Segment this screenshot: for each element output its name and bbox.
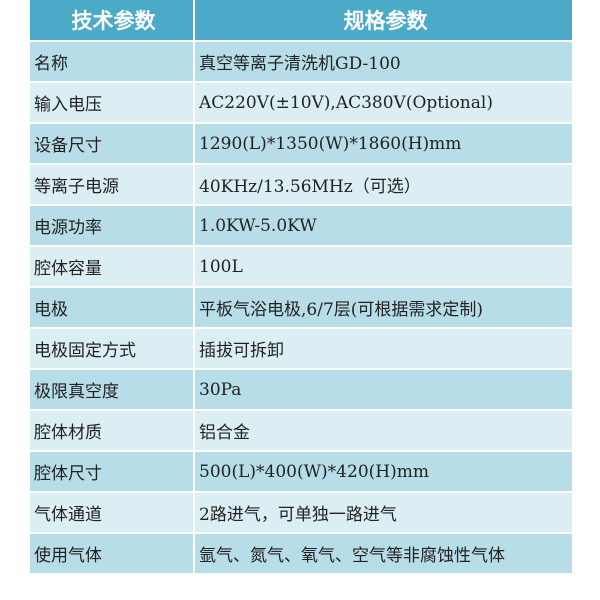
table-row: 腔体容量 100L <box>28 245 574 288</box>
header-spec: 规格参数 <box>193 0 574 42</box>
param-value: 2路进气，可单独一路进气 <box>193 491 574 534</box>
param-value: 30Pa <box>193 368 574 411</box>
param-name: 使用气体 <box>28 532 195 575</box>
param-name: 腔体容量 <box>28 245 195 288</box>
param-name: 电极固定方式 <box>28 327 195 370</box>
param-name: 设备尺寸 <box>28 122 195 165</box>
table-row: 设备尺寸 1290(L)*1350(W)*1860(H)mm <box>28 122 574 165</box>
table-row: 电极 平板气浴电极,6/7层(可根据需求定制) <box>28 286 574 329</box>
table-row: 电极固定方式 插拔可拆卸 <box>28 327 574 370</box>
param-value: 1.0KW-5.0KW <box>193 204 574 247</box>
param-value: 平板气浴电极,6/7层(可根据需求定制) <box>193 286 574 329</box>
header-param: 技术参数 <box>28 0 195 42</box>
table-row: 腔体材质 铝合金 <box>28 409 574 452</box>
table-row: 名称 真空等离子清洗机GD-100 <box>28 40 574 83</box>
param-value: 100L <box>193 245 574 288</box>
param-value: 500(L)*400(W)*420(H)mm <box>193 450 574 493</box>
table-row: 腔体尺寸 500(L)*400(W)*420(H)mm <box>28 450 574 493</box>
param-name: 气体通道 <box>28 491 195 534</box>
param-name: 电源功率 <box>28 204 195 247</box>
param-name: 极限真空度 <box>28 368 195 411</box>
param-value: 真空等离子清洗机GD-100 <box>193 40 574 83</box>
table-row: 气体通道 2路进气，可单独一路进气 <box>28 491 574 534</box>
param-value: 插拔可拆卸 <box>193 327 574 370</box>
table-row: 输入电压 AC220V(±10V),AC380V(Optional) <box>28 81 574 124</box>
table-row: 等离子电源 40KHz/13.56MHz（可选） <box>28 163 574 206</box>
param-value: 1290(L)*1350(W)*1860(H)mm <box>193 122 574 165</box>
param-name: 腔体材质 <box>28 409 195 452</box>
spec-table: 技术参数 规格参数 名称 真空等离子清洗机GD-100 输入电压 AC220V(±10… <box>28 0 574 575</box>
param-value: AC220V(±10V),AC380V(Optional) <box>193 81 574 124</box>
param-name: 名称 <box>28 40 195 83</box>
param-name: 等离子电源 <box>28 163 195 206</box>
param-name: 输入电压 <box>28 81 195 124</box>
table-row: 使用气体 氩气、氮气、氧气、空气等非腐蚀性气体 <box>28 532 574 575</box>
param-name: 腔体尺寸 <box>28 450 195 493</box>
param-value: 氩气、氮气、氧气、空气等非腐蚀性气体 <box>193 532 574 575</box>
param-name: 电极 <box>28 286 195 329</box>
table-header: 技术参数 规格参数 <box>28 0 574 42</box>
param-value: 铝合金 <box>193 409 574 452</box>
param-value: 40KHz/13.56MHz（可选） <box>193 163 574 206</box>
table-row: 极限真空度 30Pa <box>28 368 574 411</box>
table-row: 电源功率 1.0KW-5.0KW <box>28 204 574 247</box>
